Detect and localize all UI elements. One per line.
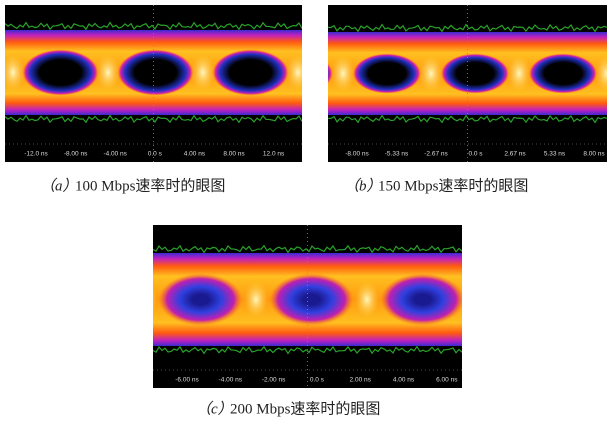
eye-diagram-panel: -6.00 ns -4.00 ns -2.00 ns 0.0 s 2.00 ns 4.00… [22,225,576,417]
x-tick-label: -8.00 ns [345,151,369,158]
crossing [466,282,490,318]
eye-opening [23,50,99,96]
x-tick-label: 0.0 s [310,377,325,384]
x-tick-label: -6.00 ns [175,377,199,384]
crossing [96,55,120,91]
x-tick-label: 0.0 s [148,151,163,158]
eye-opening [492,274,576,326]
eye-opening [270,274,354,326]
eye-opening [159,274,243,326]
x-tick-label: 4.00 ns [184,151,206,158]
eye-opening [441,54,509,94]
caption-label: （b） [344,177,382,194]
x-tick-label: -4.00 ns [219,377,243,384]
crossing [133,282,157,318]
eye-opening [213,50,289,96]
x-tick-label: -2.00 ns [262,377,286,384]
caption-text: 150 Mbps速率时的眼图 [378,177,528,194]
x-tick-label: 8.00 ns [583,151,605,158]
caption-label: （a） [40,177,78,194]
x-tick-label: 2.00 ns [350,377,372,384]
x-tick-label: 8.00 ns [223,151,245,158]
eye-opening [353,54,421,94]
eye-opening [381,274,465,326]
crossing [1,55,25,91]
x-tick-label: -8.00 ns [64,151,88,158]
x-tick-label: 5.33 ns [544,151,566,158]
x-tick-label: 2.67 ns [504,151,526,158]
crossing [244,282,268,318]
caption-label: （c） [196,400,233,417]
x-tick-label: 6.00 ns [436,377,458,384]
crossing [22,282,46,318]
crossing [419,56,443,92]
crossing [191,55,215,91]
caption-text: 100 Mbps速率时的眼图 [75,177,225,194]
eye-opening [529,54,597,94]
x-tick-label: -2.67 ns [424,151,448,158]
crossing [355,282,379,318]
caption-text: 200 Mbps速率时的眼图 [230,400,380,417]
crossing [331,56,355,92]
x-tick-label: 4.00 ns [393,377,415,384]
x-tick-label: 12.0 ns [263,151,285,158]
eye-opening [118,50,194,96]
figure: -12.0 ns -8.00 ns -4.00 ns 0.0 s 4.00 ns 8.00… [0,0,615,426]
x-tick-label: -5.33 ns [385,151,409,158]
eye-traces [22,246,576,354]
eye-opening [0,50,4,96]
x-tick-label: -4.00 ns [103,151,127,158]
eye-opening [48,274,132,326]
crossing [507,56,531,92]
x-tick-label: 0.0 s [468,151,483,158]
x-tick-label: -12.0 ns [24,151,48,158]
crossing [286,55,310,91]
